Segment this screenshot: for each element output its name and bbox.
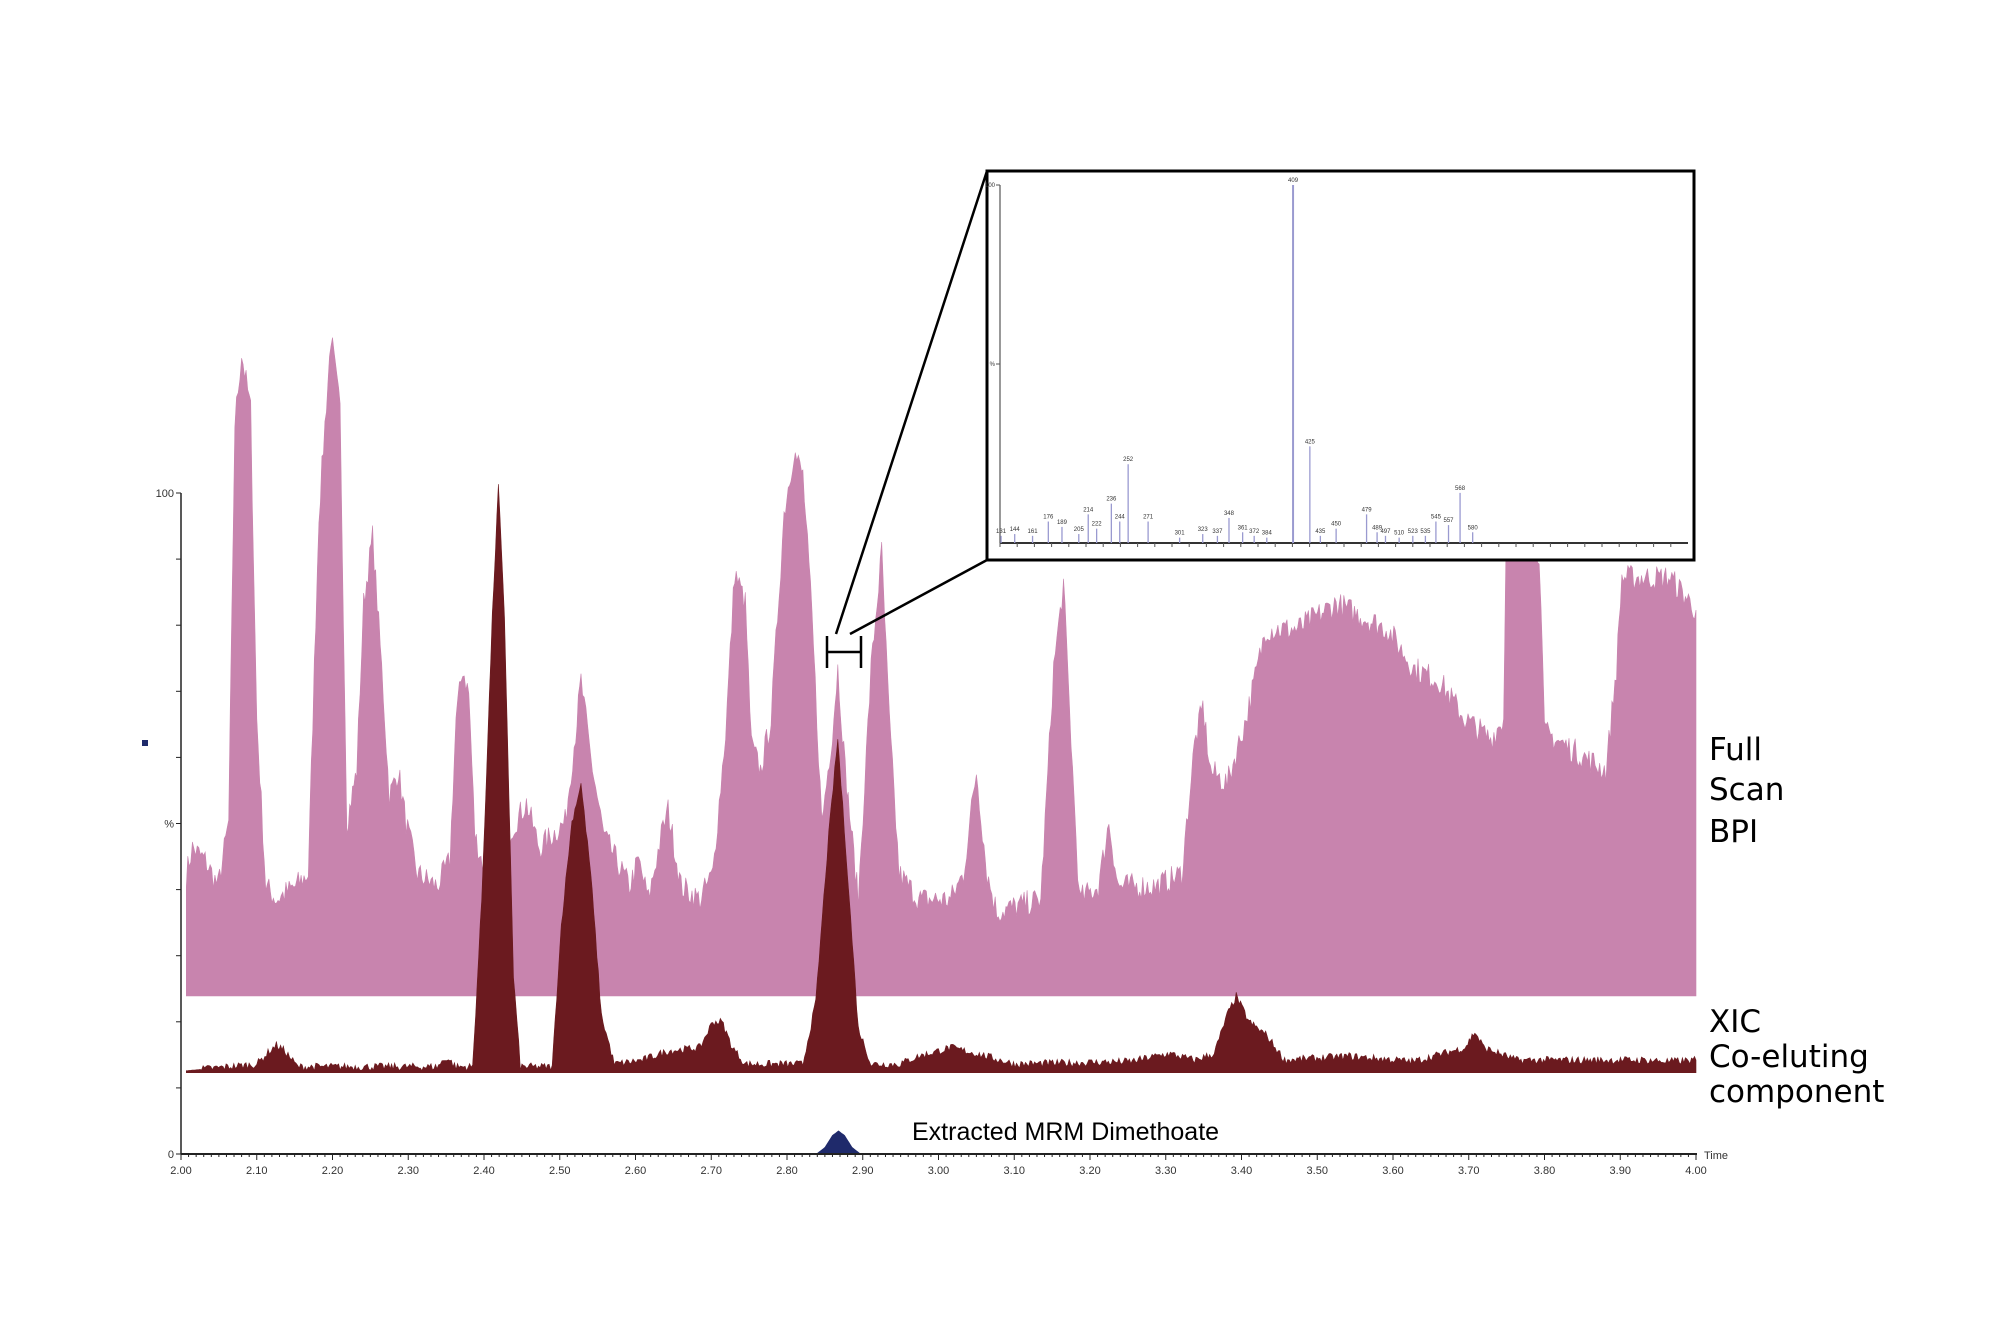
peak-label: 435 (1315, 529, 1326, 535)
peak-label: 323 (1198, 527, 1209, 533)
x-tick-label: 3.50 (1307, 1165, 1328, 1177)
x-tick-label: 3.30 (1155, 1165, 1176, 1177)
x-tick-label: 2.00 (170, 1165, 191, 1177)
x-tick-label: 2.90 (852, 1165, 873, 1177)
x-tick-label: 3.40 (1231, 1165, 1252, 1177)
bpi-trace-group (186, 337, 1697, 997)
x-tick-label: 2.30 (398, 1165, 419, 1177)
x-tick-label: 3.90 (1610, 1165, 1631, 1177)
peak-label: 348 (1224, 511, 1235, 517)
peak-label: 557 (1444, 518, 1455, 524)
main-axes: 100% 0 2.00 2.10 2.20 2.30 2.40 2.50 2.60 2.70 2.8… (156, 488, 1728, 1177)
peak-label: 425 (1305, 439, 1316, 445)
label-full: Full (1709, 732, 1762, 768)
peak-label: 384 (1262, 531, 1273, 537)
peak-label: 131 (996, 529, 1007, 535)
x-tick-label: 2.80 (776, 1165, 797, 1177)
label-mrm: Extracted MRM Dimethoate (912, 1118, 1219, 1146)
label-scan: Scan (1709, 772, 1784, 808)
peak-label: 523 (1408, 529, 1419, 535)
x-axis-label: Time (1704, 1150, 1728, 1162)
callout-line-top (834, 170, 989, 635)
peak-label: 489 (1372, 525, 1383, 531)
x-tick-label: 3.60 (1382, 1165, 1403, 1177)
y-axis-label: % (164, 819, 174, 831)
legend-marker (142, 740, 148, 746)
peak-label: 580 (1468, 525, 1479, 531)
x-tick-label: 2.60 (625, 1165, 646, 1177)
peak-label: 189 (1057, 520, 1068, 526)
label-component: component (1709, 1074, 1884, 1110)
peak-label: 236 (1106, 497, 1117, 503)
x-tick-label: 2.10 (246, 1165, 267, 1177)
x-tick-label: 2.50 (549, 1165, 570, 1177)
peak-label: 161 (1028, 529, 1039, 535)
peak-label: 214 (1083, 507, 1094, 513)
peak-label: 479 (1362, 507, 1373, 513)
peak-label: 337 (1212, 529, 1223, 535)
peak-label: 497 (1380, 529, 1391, 535)
x-tick-label: 3.80 (1534, 1165, 1555, 1177)
peak-label: 244 (1115, 515, 1126, 521)
y-tick-label: 100 (156, 488, 174, 500)
x-tick-label: 3.20 (1079, 1165, 1100, 1177)
peak-label: 535 (1420, 529, 1431, 535)
peak-label: 545 (1431, 515, 1442, 521)
callout-line-bottom (849, 558, 988, 636)
peak-label: 568 (1455, 486, 1466, 492)
x-tick-label: 4.00 (1685, 1165, 1706, 1177)
x-tick-label: 2.70 (701, 1165, 722, 1177)
peak-label: 450 (1331, 522, 1342, 528)
y-tick-label: 0 (168, 1149, 174, 1161)
peak-label: 205 (1074, 527, 1085, 533)
peak-label: 361 (1238, 525, 1249, 531)
peak-label: 252 (1123, 457, 1134, 463)
x-tick-label: 3.70 (1458, 1165, 1479, 1177)
inset-y-tick-label: 100 (985, 183, 996, 189)
x-tick-label: 2.40 (473, 1165, 494, 1177)
peak-label: 301 (1175, 531, 1186, 537)
peak-label: 372 (1249, 529, 1260, 535)
scan-range-bracket (825, 636, 863, 668)
peak-label: 176 (1043, 515, 1054, 521)
label-xic: XIC (1709, 1004, 1761, 1040)
peak-label: 222 (1092, 522, 1103, 528)
x-tick-label: 2.20 (322, 1165, 343, 1177)
peak-label: 409 (1288, 178, 1299, 184)
label-co-eluting: Co-eluting (1709, 1039, 1869, 1075)
x-tick-label: 3.00 (928, 1165, 949, 1177)
peak-label: 271 (1143, 515, 1154, 521)
label-bpi: BPI (1709, 814, 1758, 850)
inset-y-tick-label: % (990, 362, 996, 368)
xic-area (186, 484, 1697, 1073)
x-tick-label: 3.10 (1004, 1165, 1025, 1177)
zoom-callout (825, 170, 989, 668)
peak-label: 144 (1010, 527, 1021, 533)
peak-label: 510 (1394, 531, 1405, 537)
inset-frame (985, 169, 1696, 562)
xic-trace-group (186, 484, 1697, 1073)
bpi-area (186, 337, 1697, 997)
